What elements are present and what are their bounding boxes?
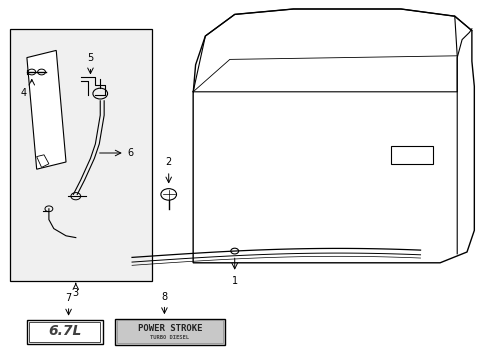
Text: POWER STROKE: POWER STROKE — [138, 324, 202, 333]
Text: 3: 3 — [73, 288, 79, 298]
Text: 8: 8 — [161, 292, 167, 302]
Text: TURBO DIESEL: TURBO DIESEL — [150, 336, 189, 341]
Bar — [115, 319, 224, 345]
Text: 2: 2 — [165, 157, 171, 167]
Polygon shape — [193, 9, 473, 263]
Text: 4: 4 — [20, 88, 26, 98]
Bar — [390, 146, 432, 164]
Bar — [29, 322, 100, 342]
Text: 5: 5 — [87, 53, 93, 63]
Bar — [117, 320, 223, 343]
Bar — [27, 320, 102, 344]
Text: 1: 1 — [231, 275, 237, 285]
Polygon shape — [37, 155, 49, 167]
Polygon shape — [27, 50, 66, 169]
Text: 6.7L: 6.7L — [48, 324, 81, 338]
Text: 7: 7 — [65, 293, 72, 303]
Bar — [10, 29, 151, 281]
Text: 6: 6 — [127, 148, 133, 158]
